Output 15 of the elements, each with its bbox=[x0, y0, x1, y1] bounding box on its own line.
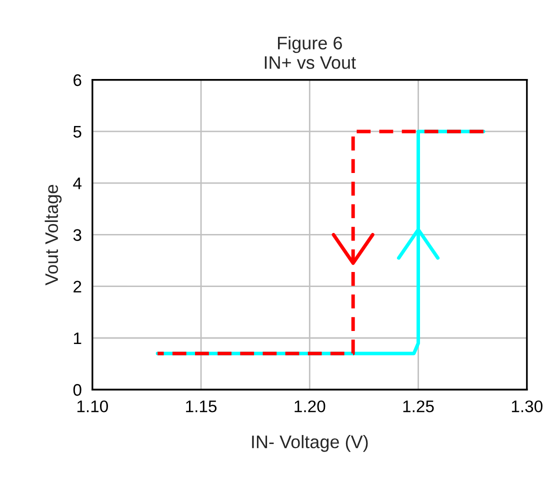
x-tick-label: 1.10 bbox=[77, 400, 108, 412]
x-tick-label: 1.30 bbox=[512, 400, 542, 412]
y-tick-label: 4 bbox=[73, 178, 82, 190]
y-tick-label: 0 bbox=[73, 384, 82, 396]
x-axis-title: IN- Voltage (V) bbox=[252, 435, 368, 452]
x-tick-label: 1.20 bbox=[294, 400, 326, 412]
x-tick-label: 1.15 bbox=[186, 400, 217, 412]
y-tick-label: 6 bbox=[74, 74, 82, 86]
chart-title: Figure 6 IN+ vs Vout bbox=[264, 36, 356, 69]
y-tick-label: 3 bbox=[73, 229, 82, 241]
y-tick-label: 2 bbox=[74, 280, 82, 292]
y-axis-title: Vout Voltage bbox=[44, 184, 62, 286]
y-tick-label: 1 bbox=[74, 332, 82, 344]
x-tick-label: 1.25 bbox=[403, 400, 434, 412]
y-tick-label: 5 bbox=[73, 126, 82, 138]
